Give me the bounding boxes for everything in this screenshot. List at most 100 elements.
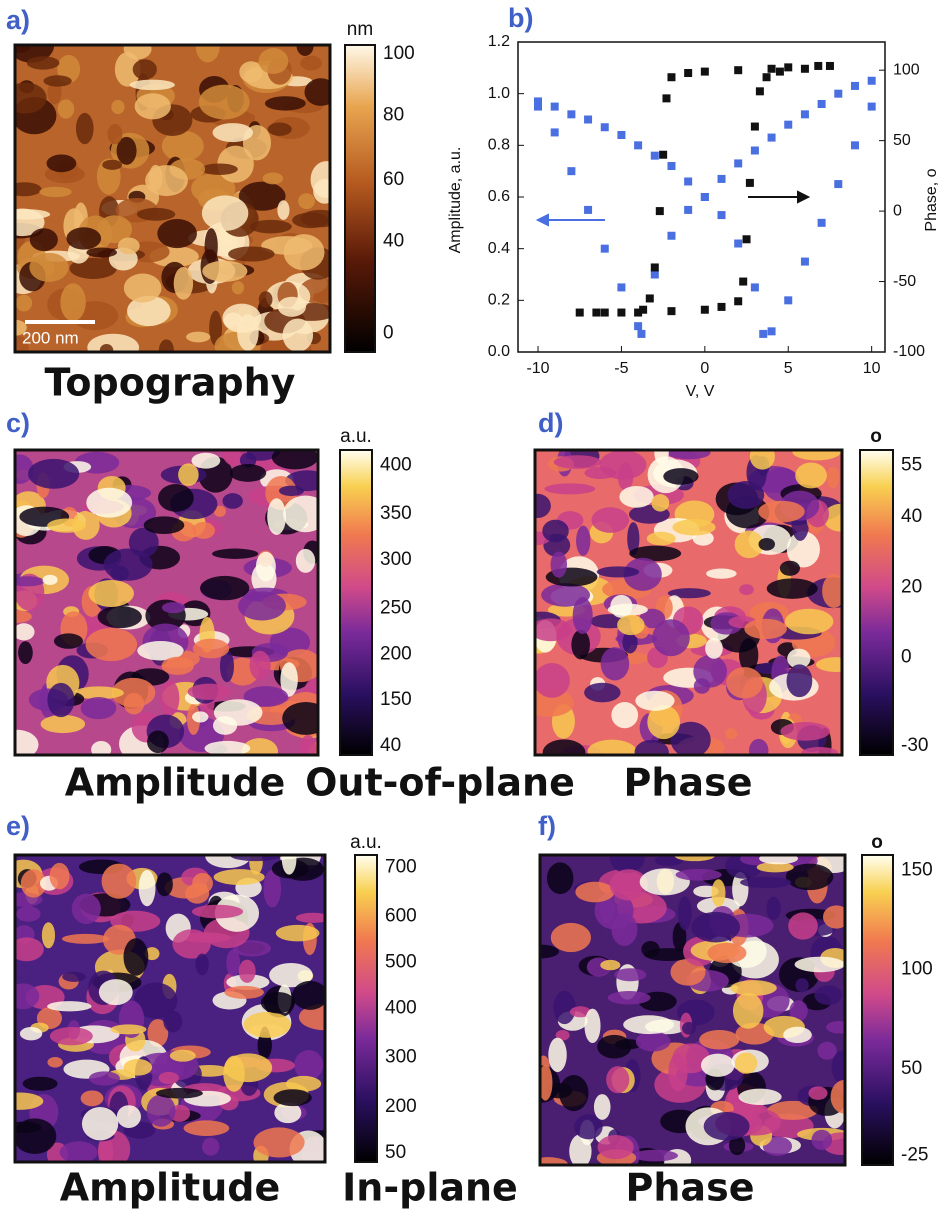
map-texture <box>629 545 682 562</box>
map-image <box>540 855 845 1165</box>
map-texture <box>241 738 278 755</box>
map-texture <box>15 729 39 755</box>
map-texture <box>204 740 251 755</box>
map-texture <box>18 641 33 665</box>
map-texture <box>267 122 292 136</box>
data-point <box>667 73 676 82</box>
map-texture <box>146 1094 176 1127</box>
map-texture <box>29 228 58 252</box>
map-texture <box>229 464 267 482</box>
data-point <box>745 178 754 187</box>
map-texture <box>700 1053 735 1077</box>
map-texture <box>86 247 117 258</box>
colorbar-tick-label: 20 <box>901 576 922 597</box>
data-point <box>662 94 671 103</box>
data-point <box>734 297 743 306</box>
map-texture <box>617 614 645 636</box>
map-texture <box>253 1127 305 1158</box>
map-texture <box>123 692 145 715</box>
map-texture <box>667 588 711 599</box>
map-texture <box>273 1089 312 1107</box>
map-frame <box>13 853 327 1164</box>
map-texture <box>569 1006 592 1018</box>
data-point <box>617 308 626 317</box>
colorbar-unit: a.u. <box>340 426 372 447</box>
map-texture <box>191 904 244 919</box>
map-texture <box>788 912 818 940</box>
map-texture <box>178 463 199 487</box>
map-texture <box>263 869 282 908</box>
map-texture <box>239 61 263 83</box>
map-texture <box>224 985 265 999</box>
map-texture <box>209 310 223 346</box>
map-texture <box>66 227 102 250</box>
map-texture <box>739 584 754 595</box>
data-point <box>739 277 748 286</box>
map-texture <box>283 495 318 533</box>
map-texture <box>808 1086 828 1100</box>
data-point <box>700 305 709 314</box>
map-texture <box>822 574 842 608</box>
map-frame <box>533 448 844 757</box>
map-texture <box>677 896 692 931</box>
map-texture <box>260 991 296 1014</box>
map-texture <box>61 933 110 944</box>
map-texture <box>726 667 763 699</box>
map-texture <box>711 879 726 907</box>
map-texture <box>596 566 640 578</box>
map-texture <box>275 924 320 942</box>
map-texture <box>243 1011 291 1038</box>
data-point <box>750 122 759 131</box>
map-texture <box>158 484 194 512</box>
colorbar-tick-label: 50 <box>901 1058 922 1079</box>
data-point <box>734 66 743 75</box>
map-texture <box>123 1059 153 1076</box>
map-texture <box>758 537 775 551</box>
map-texture <box>43 75 72 87</box>
map-texture <box>298 193 315 210</box>
map-texture <box>783 1026 812 1044</box>
map-texture <box>137 640 184 661</box>
map-texture <box>132 59 157 80</box>
map-texture <box>283 234 325 271</box>
map-texture <box>15 182 42 197</box>
map-texture <box>535 663 570 698</box>
y-tick-label: 1.0 <box>488 85 510 102</box>
map-texture <box>281 855 297 875</box>
map-texture <box>304 78 330 106</box>
map-texture <box>614 1039 642 1050</box>
colorbar-unit: nm <box>347 19 373 40</box>
map-texture <box>156 872 173 897</box>
map-texture <box>651 494 670 512</box>
map-texture <box>116 136 137 165</box>
map-texture <box>39 186 72 198</box>
colorbar-unit: o <box>871 832 883 853</box>
map-texture <box>277 200 290 220</box>
map-texture <box>107 123 123 145</box>
map-texture <box>313 179 330 204</box>
map-texture <box>42 574 58 586</box>
map-texture <box>675 868 722 881</box>
panel-label: c) <box>6 408 30 438</box>
map-texture <box>230 855 282 862</box>
map-texture <box>101 863 137 899</box>
map-texture <box>553 455 602 469</box>
map-texture <box>705 637 723 659</box>
map-texture <box>699 1030 740 1050</box>
data-point <box>800 110 809 119</box>
map-texture <box>239 452 257 468</box>
map-texture <box>292 212 330 229</box>
map-texture <box>53 633 84 649</box>
map-texture <box>611 702 639 729</box>
map-texture <box>264 96 306 111</box>
map-texture <box>123 273 162 303</box>
map-texture <box>60 283 86 322</box>
amplitude-arrow <box>535 213 605 227</box>
map-texture <box>786 531 820 568</box>
map-texture <box>271 450 318 470</box>
map-texture <box>786 664 813 698</box>
map-texture <box>734 530 764 559</box>
data-point <box>750 146 759 155</box>
data-point <box>634 308 643 317</box>
row-label: In-plane <box>342 1166 518 1210</box>
